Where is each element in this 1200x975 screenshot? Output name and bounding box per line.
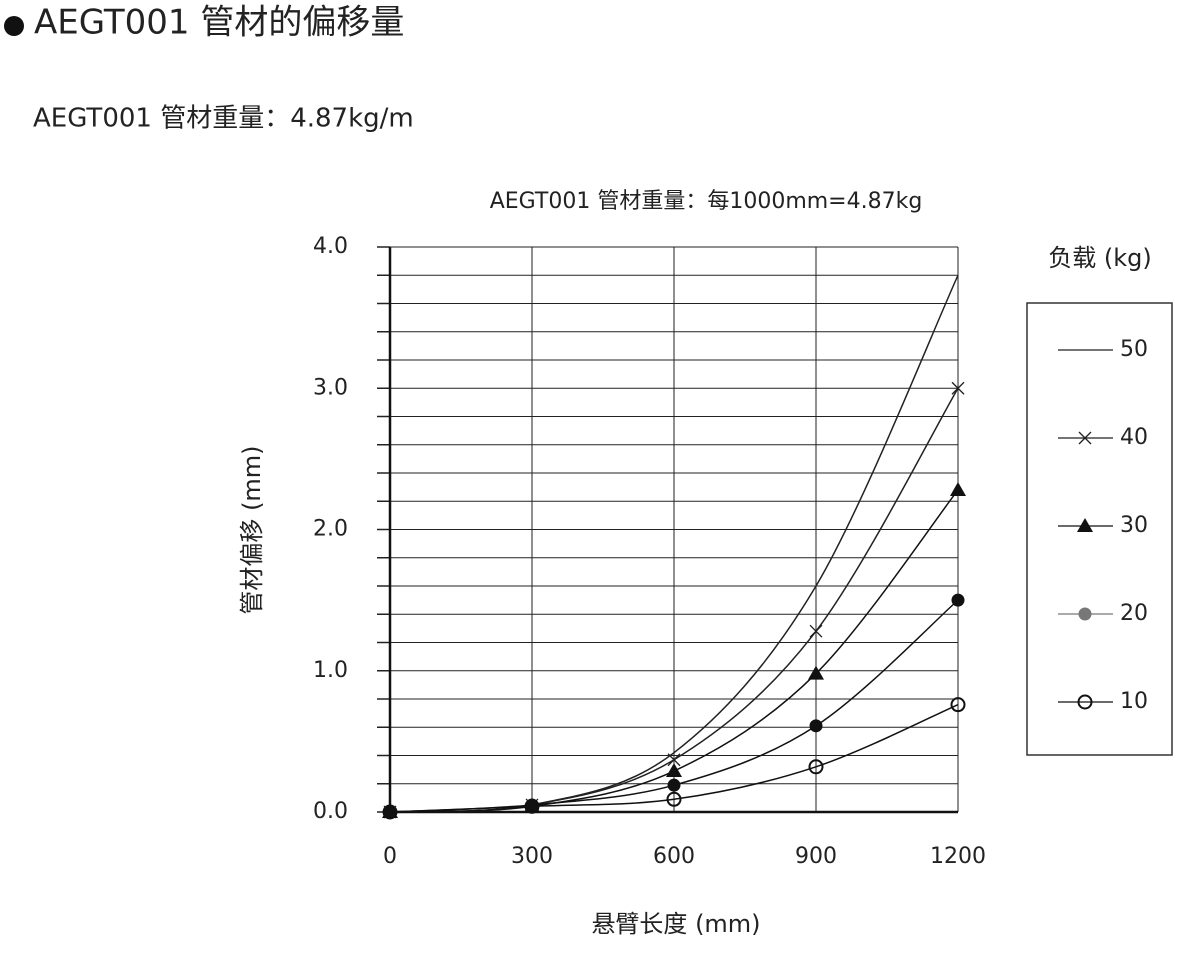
page-title: AEGT001 管材的偏移量: [34, 3, 404, 43]
series-line: [389, 489, 959, 813]
series-line: [389, 703, 959, 813]
x-tick-label: 1200: [930, 844, 986, 869]
legend-label: 20: [1120, 601, 1148, 626]
legend-marker: [1077, 694, 1093, 710]
data-point: [809, 719, 823, 733]
data-point: [382, 804, 398, 820]
x-axis-label: 悬臂长度 (mm): [591, 910, 760, 938]
data-point: [951, 381, 965, 395]
y-tick-label: 4.0: [313, 234, 348, 259]
legend-marker: [1078, 607, 1092, 621]
data-point: [950, 697, 966, 713]
data-point: [667, 778, 681, 792]
data-point: [667, 753, 681, 767]
legend-label: 50: [1120, 337, 1148, 362]
data-point: [808, 759, 824, 775]
y-tick-label: 2.0: [313, 517, 348, 542]
bullet: [4, 16, 24, 36]
x-tick-label: 600: [653, 844, 695, 869]
data-point: [809, 624, 823, 638]
x-tick-label: 300: [511, 844, 553, 869]
y-tick-label: 3.0: [313, 375, 348, 400]
legend-title: 负载 (kg): [1048, 244, 1152, 272]
data-point: [950, 481, 966, 496]
legend-label: 30: [1120, 513, 1148, 538]
data-point: [951, 593, 965, 607]
page-subtitle: AEGT001 管材重量：4.87kg/m: [33, 104, 414, 134]
y-tick-label: 1.0: [313, 658, 348, 683]
data-point: [524, 798, 540, 814]
y-tick-label: 0.0: [313, 799, 348, 824]
data-point: [808, 665, 824, 680]
data-point: [666, 791, 682, 807]
data-point: [666, 763, 682, 778]
legend-label: 10: [1120, 689, 1148, 714]
y-axis-label: 管材偏移 (mm): [238, 445, 266, 614]
x-tick-label: 900: [795, 844, 837, 869]
legend-marker: [1077, 518, 1093, 532]
legend-box: [1026, 302, 1173, 756]
chart-title: AEGT001 管材重量：每1000mm=4.87kg: [490, 189, 923, 214]
x-tick-label: 0: [383, 844, 397, 869]
legend-marker: [1078, 431, 1092, 445]
legend-label: 40: [1120, 425, 1148, 450]
